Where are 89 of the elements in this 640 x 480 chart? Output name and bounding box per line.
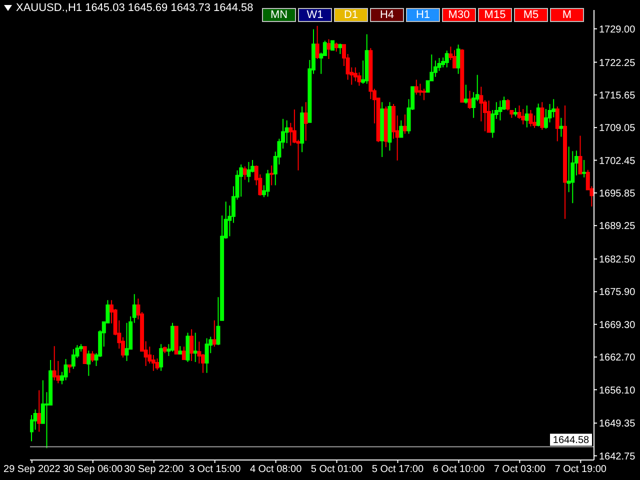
candlestick xyxy=(64,358,68,381)
x-tick-label: 5 Oct 01:00 xyxy=(310,464,364,476)
y-tick-label: 1642.75 xyxy=(599,451,636,462)
candlestick xyxy=(326,38,331,60)
candlestick xyxy=(464,84,468,104)
candlestick xyxy=(582,160,586,178)
candlestick xyxy=(71,348,76,370)
y-tick-label: 1695.85 xyxy=(599,188,636,200)
x-tick-label: 5 Oct 17:00 xyxy=(372,464,424,476)
candlestick xyxy=(452,50,456,68)
y-tick-label: 1669.30 xyxy=(599,320,636,331)
candlestick xyxy=(380,102,384,158)
y-tick-label: 1702.45 xyxy=(599,156,636,167)
candlestick xyxy=(498,100,502,121)
candlestick xyxy=(559,117,564,138)
candlestick xyxy=(388,102,392,152)
x-tick-label: 4 Oct 08:00 xyxy=(250,464,302,476)
y-tick-label: 1656.10 xyxy=(599,385,636,396)
x-tick-label: 30 Sep 06:00 xyxy=(63,464,124,476)
y-tick-label: 1649.35 xyxy=(599,418,636,430)
annotation: M15 xyxy=(478,8,512,22)
y-tick-label: 1689.25 xyxy=(599,221,636,232)
candlestick xyxy=(570,150,575,204)
candlestick xyxy=(212,320,216,348)
candlestick xyxy=(304,102,308,142)
candlestick xyxy=(315,25,320,60)
candlestick xyxy=(52,346,56,381)
candlestick xyxy=(162,346,167,354)
candlestick xyxy=(521,108,526,125)
candlestick xyxy=(563,105,568,220)
candlestick xyxy=(338,43,342,55)
candlestick xyxy=(246,161,251,183)
chart-title: XAUUSD.,H1 1645.03 1645.69 1643.73 1644.58 xyxy=(16,2,254,14)
candlestick xyxy=(330,40,335,51)
annotation: W1 xyxy=(298,8,332,22)
candlestick xyxy=(300,106,304,153)
annotation: H4 xyxy=(370,8,404,22)
candlestick xyxy=(414,79,418,96)
candlestick xyxy=(578,135,582,174)
candlestick xyxy=(186,332,190,362)
x-tick-label: 7 Oct 03:00 xyxy=(494,464,546,476)
candlestick xyxy=(68,364,72,374)
y-tick-label: 1722.25 xyxy=(599,58,636,69)
candlestick xyxy=(266,169,270,198)
candlestick xyxy=(86,350,91,376)
y-tick-label: 1675.90 xyxy=(599,287,636,298)
candlestick xyxy=(193,332,198,362)
y-tick-label: 1709.05 xyxy=(599,123,636,134)
x-tick-label: 30 Sep 22:00 xyxy=(124,464,184,476)
ref-line-label: 1644.58 xyxy=(552,435,590,446)
candlestick xyxy=(242,166,247,180)
x-tick-label: 3 Oct 15:00 xyxy=(188,464,242,476)
candlestick xyxy=(159,344,164,372)
candlestick xyxy=(190,328,194,362)
candlestick xyxy=(334,42,338,52)
annotation: H1 xyxy=(406,8,440,22)
annotation: M xyxy=(550,8,584,22)
y-tick-label: 1715.65 xyxy=(599,90,636,102)
y-tick-label: 1682.50 xyxy=(599,254,636,266)
candlestick xyxy=(418,83,422,96)
x-tick-label: 6 Oct 10:00 xyxy=(432,464,485,476)
candlestick xyxy=(422,88,426,101)
candlestick xyxy=(270,164,274,186)
candlestick xyxy=(444,50,449,68)
candlestick xyxy=(353,66,358,82)
annotation: MN xyxy=(262,8,296,22)
x-tick-label: 7 Oct 19:00 xyxy=(554,464,607,476)
candlestick xyxy=(524,105,529,128)
y-tick-label: 1662.70 xyxy=(599,352,636,364)
candlestick xyxy=(540,102,544,130)
candlestick xyxy=(37,390,42,432)
candlestick xyxy=(90,350,94,362)
annotation: M5 xyxy=(514,8,548,22)
candlestick xyxy=(178,346,182,355)
candlestick xyxy=(555,106,560,142)
y-tick-label: 1729.00 xyxy=(599,24,636,36)
candlestick xyxy=(513,108,518,117)
x-tick-label: 29 Sep 2022 xyxy=(4,464,61,476)
annotation: M30 xyxy=(442,8,476,22)
candlestick xyxy=(239,164,244,198)
candlestick xyxy=(155,358,160,370)
candlestick xyxy=(357,72,362,86)
candlestick xyxy=(528,110,533,127)
candlestick xyxy=(468,90,472,110)
candlestick xyxy=(204,338,209,374)
candlestick xyxy=(402,114,407,134)
candlestick xyxy=(399,120,404,138)
annotation: D1 xyxy=(334,8,368,22)
candlestick xyxy=(170,322,174,352)
